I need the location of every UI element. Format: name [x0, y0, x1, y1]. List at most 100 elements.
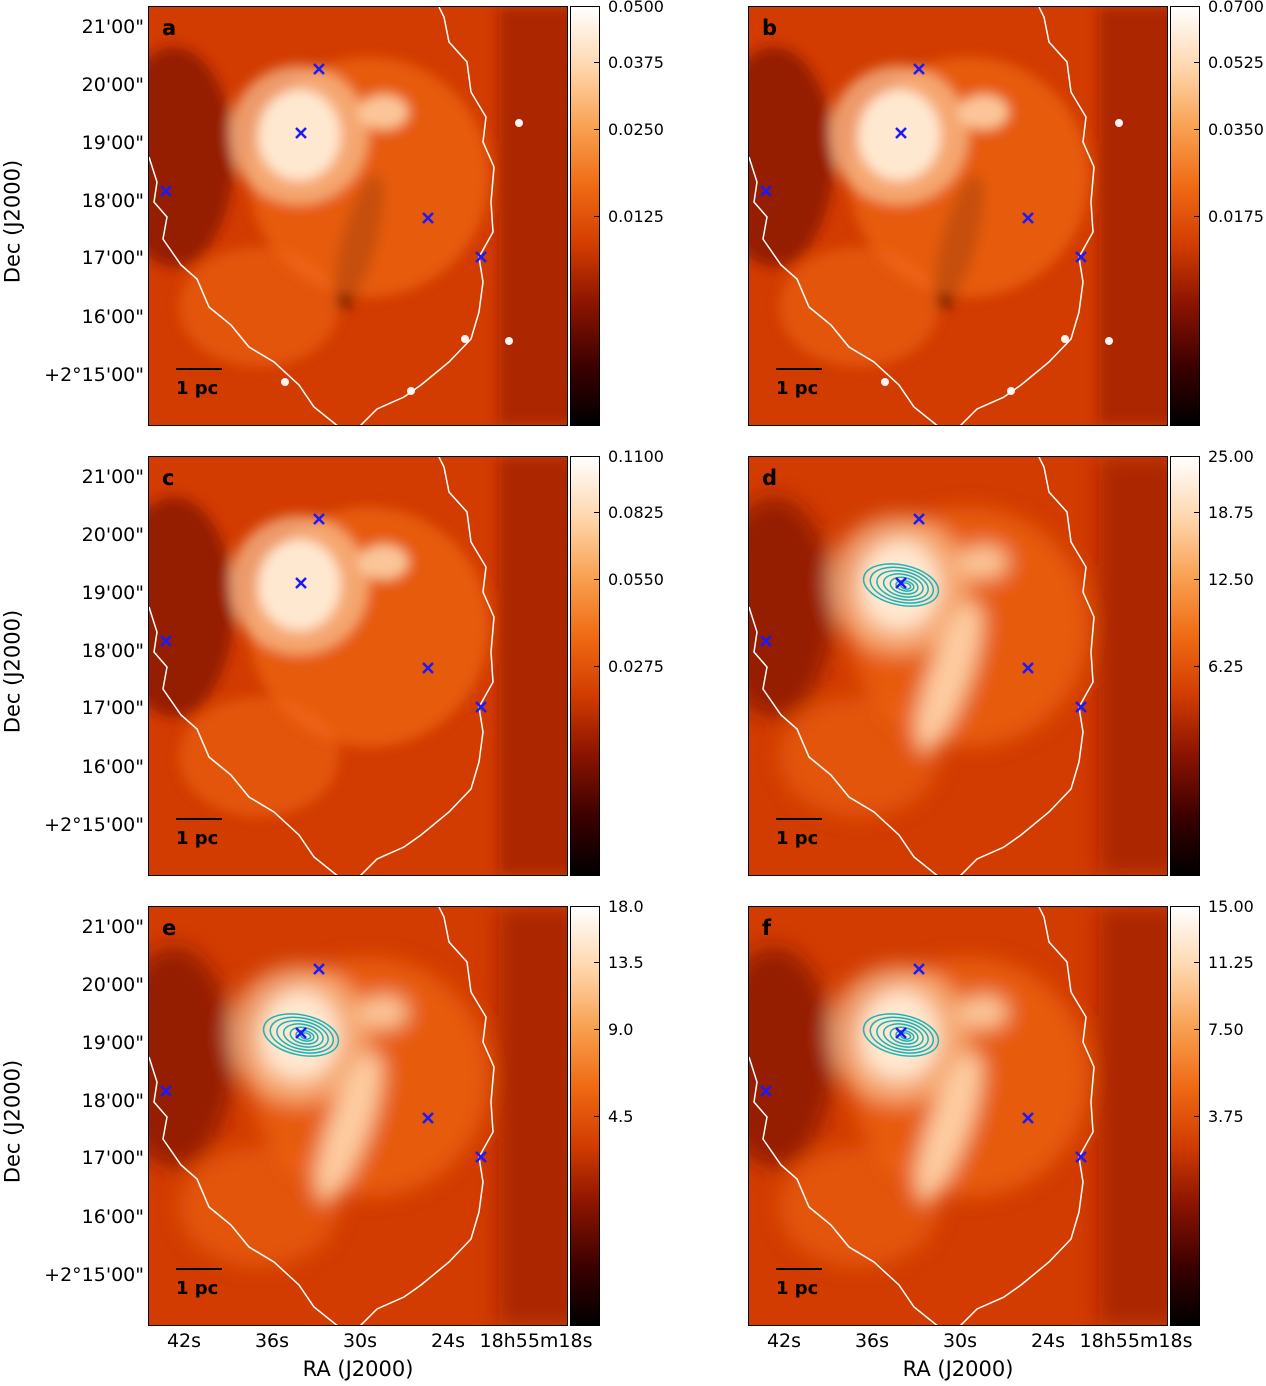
dark-region: [1099, 907, 1167, 1325]
diffuse-emission: [779, 247, 939, 367]
colorbar-tick: [594, 579, 600, 580]
colorbar-tick: [594, 1116, 600, 1117]
dec-tick-label: 18'00": [81, 1090, 144, 1112]
colorbar-tick-label: 11.25: [1208, 953, 1254, 972]
map-panel-a: [148, 6, 568, 426]
colorbar-tick-label: 0.0175: [1208, 207, 1264, 226]
dec-tick-label: 19'00": [81, 132, 144, 154]
ra-tick-label: 24s: [430, 1330, 466, 1352]
colorbar-tick-label: 0.0350: [1208, 120, 1264, 139]
heatmap-image: [149, 457, 567, 875]
scalebar: [176, 818, 222, 820]
colorbar-tick-label: 0.0250: [608, 120, 664, 139]
contour-line: [862, 563, 940, 607]
dec-tick-label: 21'00": [81, 916, 144, 938]
colorbar-tick: [1194, 1029, 1200, 1030]
colorbar-tick-label: 9.0: [608, 1020, 634, 1039]
colorbar-tick-label: 0.0500: [608, 0, 664, 16]
dec-tick-label: 21'00": [81, 466, 144, 488]
dark-region: [149, 947, 234, 1167]
contour-line: [882, 573, 924, 598]
dec-tick-label: 18'00": [81, 190, 144, 212]
colorbar-tick: [1194, 962, 1200, 963]
point-source: [281, 378, 289, 386]
ra-tick-label: 36s: [854, 1330, 890, 1352]
dec-tick-label: 17'00": [81, 697, 144, 719]
heatmap-image: [749, 457, 1167, 875]
panel-letter: c: [162, 466, 175, 490]
source-marker: [1075, 1151, 1087, 1163]
colorbar-tick-label: 0.0700: [1208, 0, 1264, 16]
contour-line: [876, 569, 929, 601]
scalebar: [776, 1268, 822, 1270]
contour-line: [876, 1019, 929, 1051]
scalebar: [776, 368, 822, 370]
diffuse-emission: [179, 1147, 339, 1267]
panel-letter: e: [162, 916, 177, 940]
point-source: [461, 335, 469, 343]
dark-region: [149, 497, 234, 717]
dec-tick-label: 19'00": [81, 1032, 144, 1054]
colorbar-tick: [1194, 62, 1200, 63]
ra-tick-label: 36s: [254, 1330, 290, 1352]
emission-filament: [914, 1051, 984, 1203]
map-panel-f: [748, 906, 1168, 1326]
x-axis-title: RA (J2000): [902, 1357, 1014, 1381]
point-source: [505, 337, 513, 345]
colorbar-tick: [594, 216, 600, 217]
heatmap-image: [749, 907, 1167, 1325]
colorbar-tick-label: 18.75: [1208, 503, 1254, 522]
colorbar-tick: [1194, 1116, 1200, 1117]
dec-tick-label: 18'00": [81, 640, 144, 662]
y-axis-title: Dec (J2000): [0, 609, 25, 734]
ra-tick-label: 42s: [166, 1330, 202, 1352]
dec-tick-label: 16'00": [81, 1206, 144, 1228]
colorbar-tick: [1194, 6, 1200, 7]
ra-tick-label: 30s: [942, 1330, 978, 1352]
contour-line: [882, 1023, 924, 1048]
colorbar-tick-label: 0.0125: [608, 207, 664, 226]
source-marker: [295, 577, 307, 589]
contour-line: [862, 1013, 940, 1057]
colorbar-tick-label: 25.00: [1208, 447, 1254, 466]
colorbar-tick-label: 15.00: [1208, 897, 1254, 916]
diffuse-emission: [779, 1147, 939, 1267]
scalebar: [776, 818, 822, 820]
source-marker: [760, 185, 772, 197]
colorbar-tick: [594, 129, 600, 130]
colorbar-tick: [594, 666, 600, 667]
source-marker: [895, 127, 907, 139]
emission-filament: [914, 601, 984, 753]
colorbar-tick: [594, 906, 600, 907]
contour-line: [282, 1023, 324, 1048]
source-marker: [295, 127, 307, 139]
scalebar-label: 1 pc: [176, 378, 219, 399]
map-panel-b: [748, 6, 1168, 426]
colorbar-tick-label: 0.0275: [608, 657, 664, 676]
diffuse-emission: [179, 247, 339, 367]
survey-boundary: [149, 907, 495, 1325]
colorbar-tick-label: 0.0825: [608, 503, 664, 522]
dark-region: [499, 7, 567, 425]
source-marker: [1075, 251, 1087, 263]
panel-letter: b: [762, 16, 778, 40]
y-axis-title: Dec (J2000): [0, 159, 25, 284]
panel-letter: f: [762, 916, 772, 940]
contour-line: [895, 1029, 915, 1042]
scalebar-label: 1 pc: [776, 378, 819, 399]
panel-letter: d: [762, 466, 778, 490]
map-panel-e: [148, 906, 568, 1326]
dark-region: [749, 497, 834, 717]
colorbar-tick: [594, 6, 600, 7]
emission-knot: [359, 994, 409, 1030]
colorbar-tick-label: 3.75: [1208, 1107, 1244, 1126]
colorbar-tick: [1194, 129, 1200, 130]
contour-line: [262, 1013, 340, 1057]
survey-boundary: [749, 907, 1095, 1325]
map-panel-d: [748, 456, 1168, 876]
emission-knot: [359, 94, 409, 130]
diffuse-emission: [179, 697, 339, 817]
dec-tick-label: 16'00": [81, 306, 144, 328]
dark-region: [499, 907, 567, 1325]
